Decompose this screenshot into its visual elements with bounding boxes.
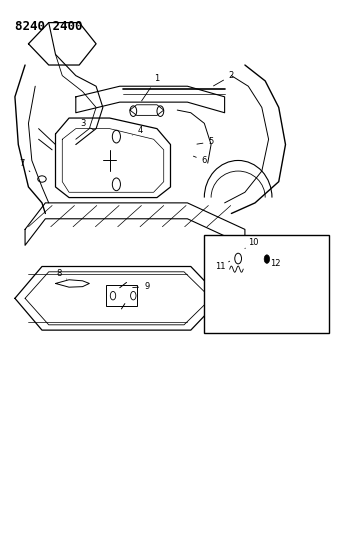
Text: 3: 3 xyxy=(80,119,94,130)
Text: 12: 12 xyxy=(267,259,281,268)
Text: 2: 2 xyxy=(213,71,234,86)
Text: 9: 9 xyxy=(133,282,149,291)
Text: 8240 2400: 8240 2400 xyxy=(15,20,83,33)
Text: 6: 6 xyxy=(193,156,207,165)
Bar xyxy=(204,235,329,333)
Text: 1: 1 xyxy=(142,74,160,101)
Text: 11: 11 xyxy=(215,261,230,271)
Text: 5: 5 xyxy=(197,138,214,147)
Circle shape xyxy=(264,255,270,263)
Text: 7: 7 xyxy=(19,159,30,172)
Text: 4: 4 xyxy=(132,126,143,135)
Text: 10: 10 xyxy=(245,238,258,248)
Bar xyxy=(106,285,137,306)
Text: 8: 8 xyxy=(56,269,67,279)
